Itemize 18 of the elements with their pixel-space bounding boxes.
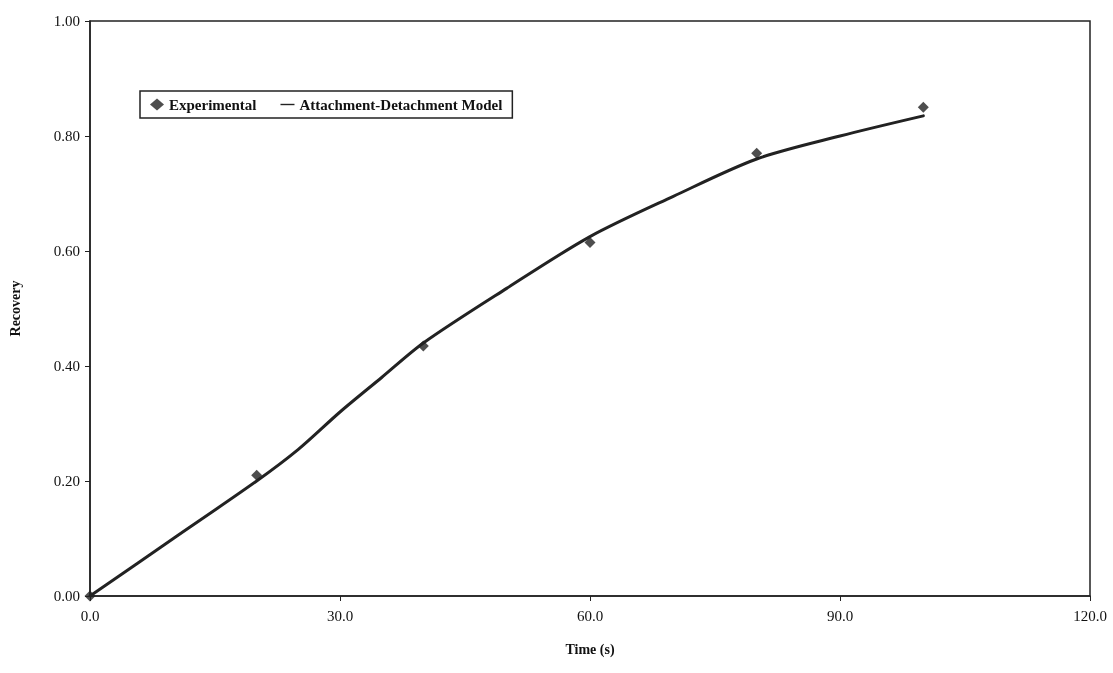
- y-tick-label: 0.60: [53, 243, 80, 259]
- point: [917, 101, 929, 113]
- y-axis-title: Recovery: [7, 280, 23, 337]
- y-tick-label: 0.20: [53, 473, 80, 489]
- y-tick-label: 1.00: [53, 13, 80, 29]
- x-axis-title: Time (s): [565, 641, 615, 658]
- x-tick-label: 90.0: [826, 607, 854, 624]
- y-tick-label: 0.80: [53, 128, 80, 144]
- legend-label: Attachment-Detachment Model: [299, 96, 503, 113]
- x-tick-label: 0.0: [80, 607, 100, 624]
- x-tick-label: 120.0: [1073, 607, 1107, 624]
- y-tick-label: 0.40: [53, 358, 80, 374]
- x-tick-label: 30.0: [326, 607, 354, 624]
- point: [251, 469, 263, 481]
- x-tick-label: 60.0: [576, 607, 604, 624]
- point: [751, 147, 763, 159]
- y-tick-label: 0.00: [53, 588, 80, 604]
- legend-label: Experimental: [169, 96, 257, 113]
